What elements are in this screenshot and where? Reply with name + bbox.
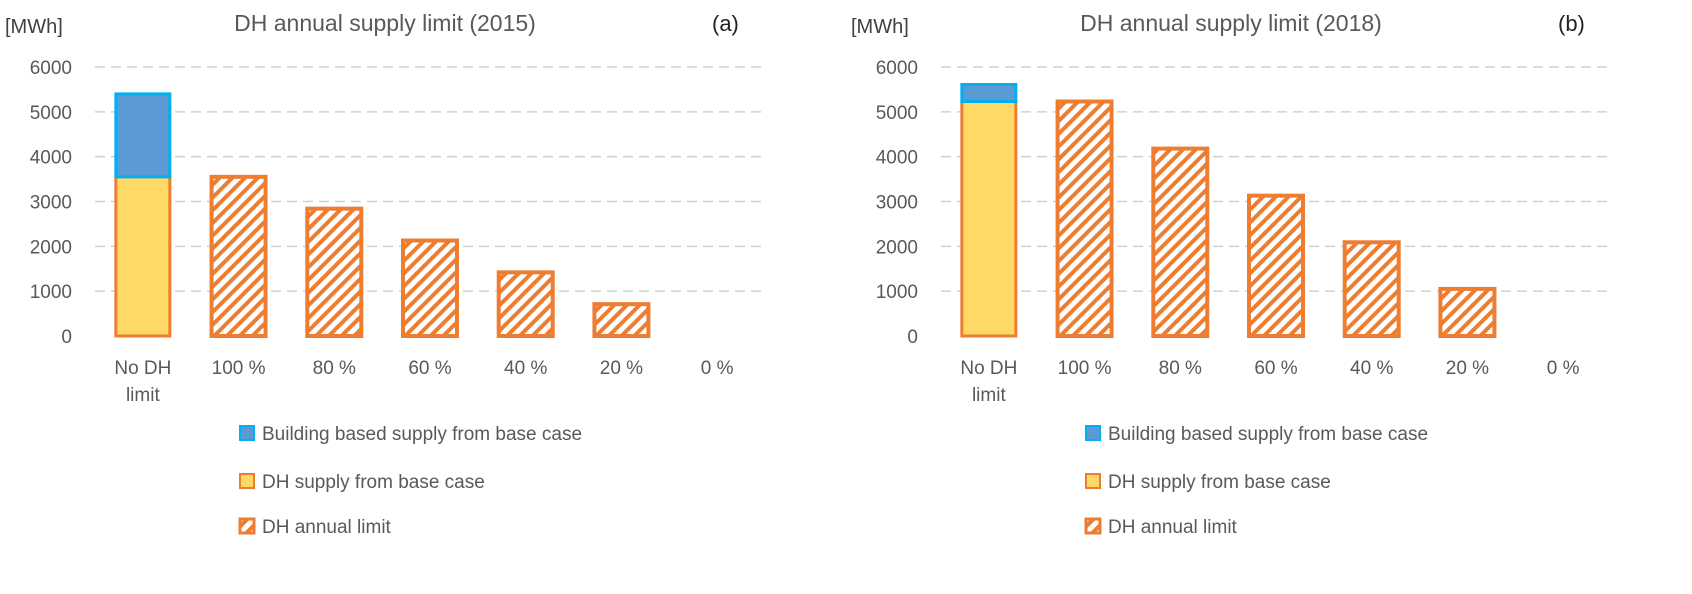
y-unit-label: [MWh] (5, 16, 63, 38)
bar-dh-annual-limit (1342, 240, 1401, 339)
legend-swatch (1084, 517, 1102, 535)
chart-title: DH annual supply limit (2018) (1080, 10, 1382, 36)
chart-panel-b: 0 1000 2000 3000 4000 5000 6000 DH annual suppl… (846, 0, 1692, 594)
bar-building-based-supply-from-base-case (114, 92, 172, 179)
bar-dh-supply-from-base-case (960, 100, 1018, 338)
bar-chart-a: 0 1000 2000 3000 4000 5000 6000 DH annual suppl… (5, 10, 765, 538)
bar-chart-b: 0 1000 2000 3000 4000 5000 6000 DH annual suppl… (851, 10, 1611, 538)
y-tick-label: 0 (61, 327, 72, 348)
legend-label: DH supply from base case (1108, 472, 1331, 493)
y-tick-label: 4000 (30, 148, 72, 169)
x-tick-label: No DH limit (960, 358, 1017, 406)
legend-label: Building based supply from base case (262, 424, 582, 445)
legend-swatch (238, 517, 256, 535)
bar-dh-annual-limit (1151, 146, 1210, 338)
y-tick-label: 2000 (30, 237, 72, 258)
legend-label: DH annual limit (262, 517, 392, 538)
bar-dh-annual-limit (1055, 99, 1114, 338)
bar-dh-annual-limit (209, 174, 268, 338)
x-tick-label: 20 % (600, 358, 643, 379)
bar-dh-annual-limit (1438, 286, 1497, 338)
panel-label: (b) (1558, 11, 1585, 36)
legend-label: DH annual limit (1108, 517, 1238, 538)
bar-dh-annual-limit (401, 238, 459, 339)
legend-label: Building based supply from base case (1108, 424, 1428, 445)
y-tick-label: 5000 (876, 103, 918, 124)
y-tick-label: 3000 (30, 193, 72, 214)
bar-dh-annual-limit (1247, 193, 1305, 338)
x-tick-label: 0 % (701, 358, 734, 379)
x-tick-label: 60 % (408, 358, 451, 379)
bar-dh-annual-limit (592, 302, 651, 339)
x-tick-label: 100 % (1058, 358, 1112, 379)
x-tick-label: 80 % (1159, 358, 1202, 379)
y-tick-label: 2000 (876, 237, 918, 258)
panel-label: (a) (712, 11, 739, 36)
bar-dh-annual-limit (305, 206, 364, 339)
chart-panel-a: 0 1000 2000 3000 4000 5000 6000 DH annual suppl… (5, 10, 765, 538)
bar-dh-annual-limit (496, 270, 555, 339)
x-tick-label: 100 % (212, 358, 266, 379)
y-tick-label: 6000 (876, 58, 918, 79)
legend-swatch (239, 473, 255, 489)
y-tick-label: 1000 (30, 282, 72, 303)
y-tick-label: 3000 (876, 193, 918, 214)
x-tick-label: 40 % (1350, 358, 1393, 379)
y-tick-label: 5000 (30, 103, 72, 124)
y-tick-label: 4000 (876, 148, 918, 169)
y-tick-label: 1000 (876, 282, 918, 303)
chart-title: DH annual supply limit (2015) (234, 10, 536, 36)
x-tick-label: No DH limit (114, 358, 171, 406)
x-tick-label: 20 % (1446, 358, 1489, 379)
x-tick-label: 60 % (1254, 358, 1297, 379)
y-tick-label: 0 (907, 327, 918, 348)
legend-swatch (1085, 473, 1101, 489)
x-tick-label: 40 % (504, 358, 547, 379)
x-tick-label: 80 % (313, 358, 356, 379)
y-unit-label: [MWh] (851, 16, 909, 38)
legend-label: DH supply from base case (262, 472, 485, 493)
legend-swatch (239, 425, 255, 441)
legend-swatch (1085, 425, 1101, 441)
bar-building-based-supply-from-base-case (960, 82, 1018, 104)
y-tick-label: 6000 (30, 58, 72, 79)
bar-dh-supply-from-base-case (114, 175, 172, 338)
x-tick-label: 0 % (1547, 358, 1580, 379)
